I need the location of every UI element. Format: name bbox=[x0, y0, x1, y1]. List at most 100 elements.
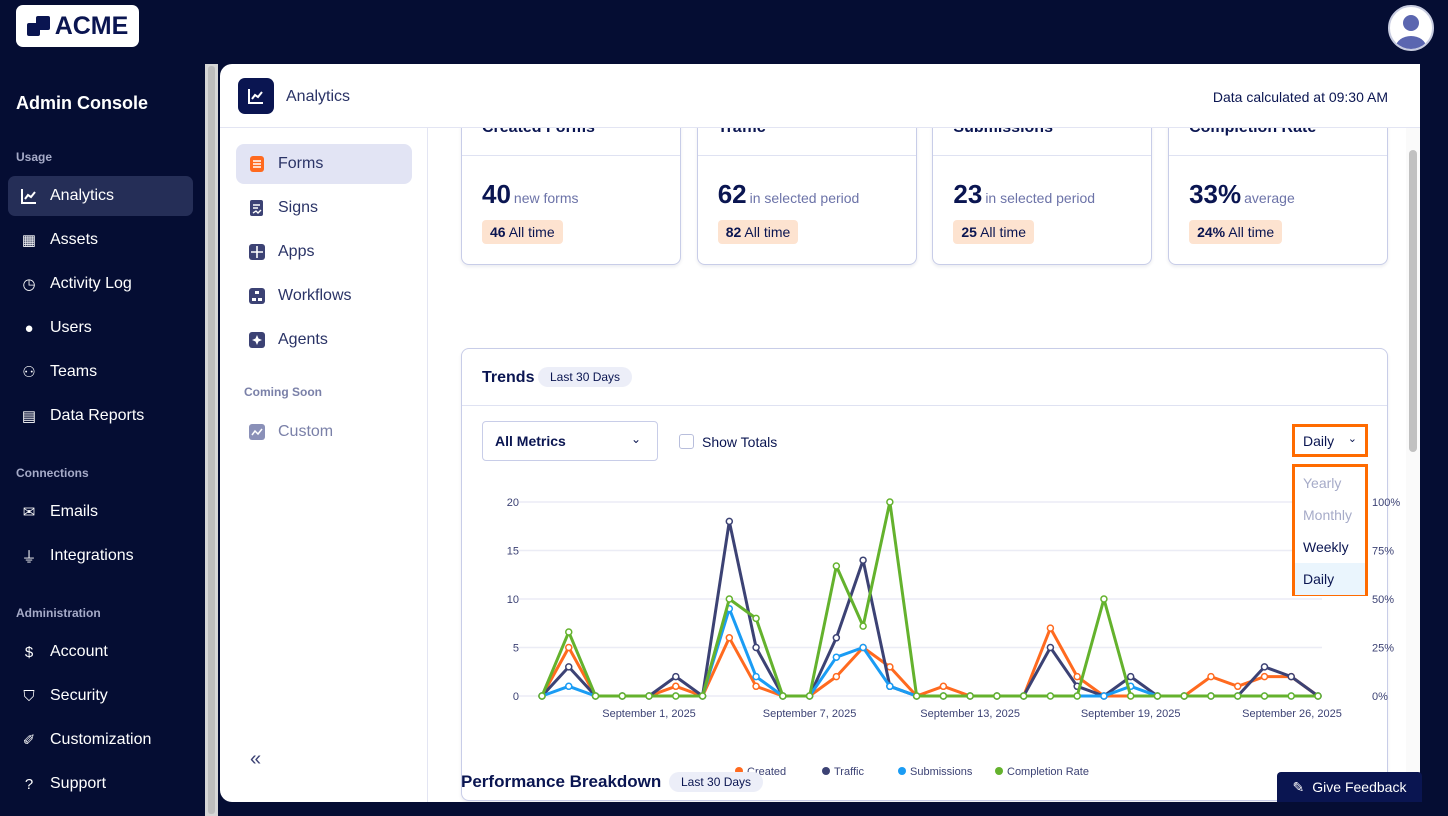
x-tick-label: September 13, 2025 bbox=[920, 708, 1020, 720]
subnav-label: Signs bbox=[278, 199, 319, 216]
team-icon: ⚇ bbox=[22, 364, 36, 381]
show-totals-checkbox[interactable] bbox=[679, 434, 694, 449]
y2-tick-label: 25% bbox=[1372, 643, 1394, 655]
y2-tick-label: 50% bbox=[1372, 594, 1394, 606]
coming-soon-label: Coming Soon bbox=[244, 385, 322, 399]
series-line-created bbox=[540, 626, 1319, 698]
content-scrollbar[interactable] bbox=[1406, 128, 1420, 802]
y2-tick-label: 75% bbox=[1372, 546, 1394, 558]
sidebar-item-label: Support bbox=[50, 775, 107, 792]
show-totals-label[interactable]: Show Totals bbox=[702, 434, 778, 450]
data-point bbox=[672, 672, 680, 681]
sidebar-item-support[interactable]: ? Support bbox=[8, 764, 193, 804]
subnav-item-custom[interactable]: Custom bbox=[236, 412, 412, 452]
sidebar-item-account[interactable]: $ Account bbox=[8, 632, 193, 672]
option-weekly[interactable]: Weekly bbox=[1303, 539, 1349, 555]
user-avatar[interactable] bbox=[1388, 5, 1434, 51]
page-title: Analytics bbox=[286, 88, 351, 105]
all-time-value: 25 bbox=[961, 224, 977, 240]
sidebar-item-users[interactable]: ● Users bbox=[8, 308, 193, 348]
sign-icon bbox=[248, 199, 266, 217]
all-time-value: 82 bbox=[725, 224, 742, 240]
data-point bbox=[1233, 692, 1242, 700]
stat-value: 40 new forms bbox=[482, 179, 579, 210]
subnav-item-signs[interactable]: Signs bbox=[236, 188, 412, 228]
sidebar-item-assets[interactable]: ▦ Assets bbox=[8, 220, 193, 260]
stat-subtext: new forms bbox=[513, 190, 579, 206]
sidebar-item-activity-log[interactable]: ◷ Activity Log bbox=[8, 264, 193, 304]
give-feedback-button[interactable]: ✎ Give Feedback bbox=[1277, 772, 1422, 802]
data-point bbox=[859, 643, 867, 652]
subnav-item-workflows[interactable]: Workflows bbox=[236, 276, 412, 316]
data-point bbox=[886, 498, 894, 506]
data-point bbox=[832, 634, 841, 642]
data-point bbox=[565, 643, 573, 652]
sidebar-item-security[interactable]: ⛉ Security bbox=[8, 676, 193, 716]
sidebar-item-teams[interactable]: ⚇ Teams bbox=[8, 352, 193, 392]
metric-select[interactable]: All Metrics ⌄ bbox=[482, 421, 658, 461]
data-point bbox=[966, 692, 974, 700]
acme-logo[interactable]: ACME bbox=[16, 5, 139, 47]
mail-icon: ✉ bbox=[22, 504, 36, 521]
data-point bbox=[645, 692, 653, 700]
data-point bbox=[1019, 692, 1028, 700]
collapse-sidebar-button[interactable]: « bbox=[250, 748, 262, 770]
data-point bbox=[779, 692, 787, 700]
stat-title: Traffic bbox=[718, 128, 766, 137]
sidebar-item-label: Analytics bbox=[50, 187, 115, 204]
all-time-badge: 24% All time bbox=[1189, 220, 1283, 244]
option-yearly[interactable]: Yearly bbox=[1303, 475, 1342, 491]
data-point bbox=[752, 643, 760, 652]
sidebar-item-analytics[interactable]: Analytics bbox=[8, 176, 193, 216]
sidebar-item-label: Account bbox=[50, 643, 108, 660]
trends-title: Trends bbox=[482, 369, 535, 386]
stat-title: Completion Rate bbox=[1189, 128, 1316, 137]
data-point bbox=[565, 663, 573, 671]
subnav-item-agents[interactable]: Agents bbox=[236, 320, 412, 360]
series-line-traffic bbox=[540, 519, 1319, 698]
data-point bbox=[1260, 692, 1269, 700]
granularity-select[interactable]: Daily ⌄ bbox=[1292, 424, 1368, 457]
data-point bbox=[725, 634, 734, 642]
sidebar-item-customization[interactable]: ✐ Customization bbox=[8, 720, 193, 760]
stat-value: 23 in selected period bbox=[953, 179, 1095, 210]
x-tick-label: September 7, 2025 bbox=[763, 708, 857, 720]
all-time-label: All time bbox=[508, 224, 555, 240]
data-point bbox=[1073, 692, 1081, 700]
series-line-completion-rate bbox=[540, 500, 1318, 698]
performance-title: Performance Breakdown bbox=[461, 772, 662, 791]
stat-value: 62 in selected period bbox=[718, 179, 860, 210]
data-point bbox=[1314, 692, 1322, 700]
sidebar-scrollbar[interactable] bbox=[205, 64, 218, 816]
data-point bbox=[912, 692, 921, 700]
feedback-icon: ✎ bbox=[1292, 778, 1305, 795]
option-daily[interactable]: Daily bbox=[1295, 563, 1365, 595]
brush-icon: ✐ bbox=[22, 732, 36, 749]
subnav-item-forms[interactable]: Forms bbox=[236, 144, 412, 184]
data-point bbox=[832, 653, 841, 661]
sidebar-item-label: Teams bbox=[50, 363, 98, 380]
performance-period-badge: Last 30 Days bbox=[669, 772, 764, 792]
chart-line-icon bbox=[20, 187, 38, 205]
sidebar-item-emails[interactable]: ✉ Emails bbox=[8, 492, 193, 532]
sidebar-section-label: Usage bbox=[16, 150, 53, 164]
stat-subtext: in selected period bbox=[749, 190, 860, 206]
sidebar-item-label: Security bbox=[50, 687, 108, 704]
sidebar-item-integrations[interactable]: ⏚ Integrations bbox=[8, 536, 193, 576]
data-point bbox=[1180, 692, 1188, 700]
subnav-item-apps[interactable]: Apps bbox=[236, 232, 412, 272]
option-monthly[interactable]: Monthly bbox=[1303, 507, 1353, 523]
data-point bbox=[752, 672, 760, 681]
invoice-icon: $ bbox=[24, 643, 34, 661]
x-tick-label: September 19, 2025 bbox=[1081, 708, 1181, 720]
subnav-label: Workflows bbox=[278, 287, 352, 304]
y2-tick-label: 100% bbox=[1372, 497, 1400, 509]
data-point bbox=[1260, 663, 1269, 671]
workflow-icon bbox=[248, 287, 266, 305]
data-point bbox=[886, 682, 894, 691]
sidebar-item-data-reports[interactable]: ▤ Data Reports bbox=[8, 396, 193, 436]
all-time-label: All time bbox=[744, 224, 791, 240]
stat-number: 40 bbox=[482, 179, 511, 209]
